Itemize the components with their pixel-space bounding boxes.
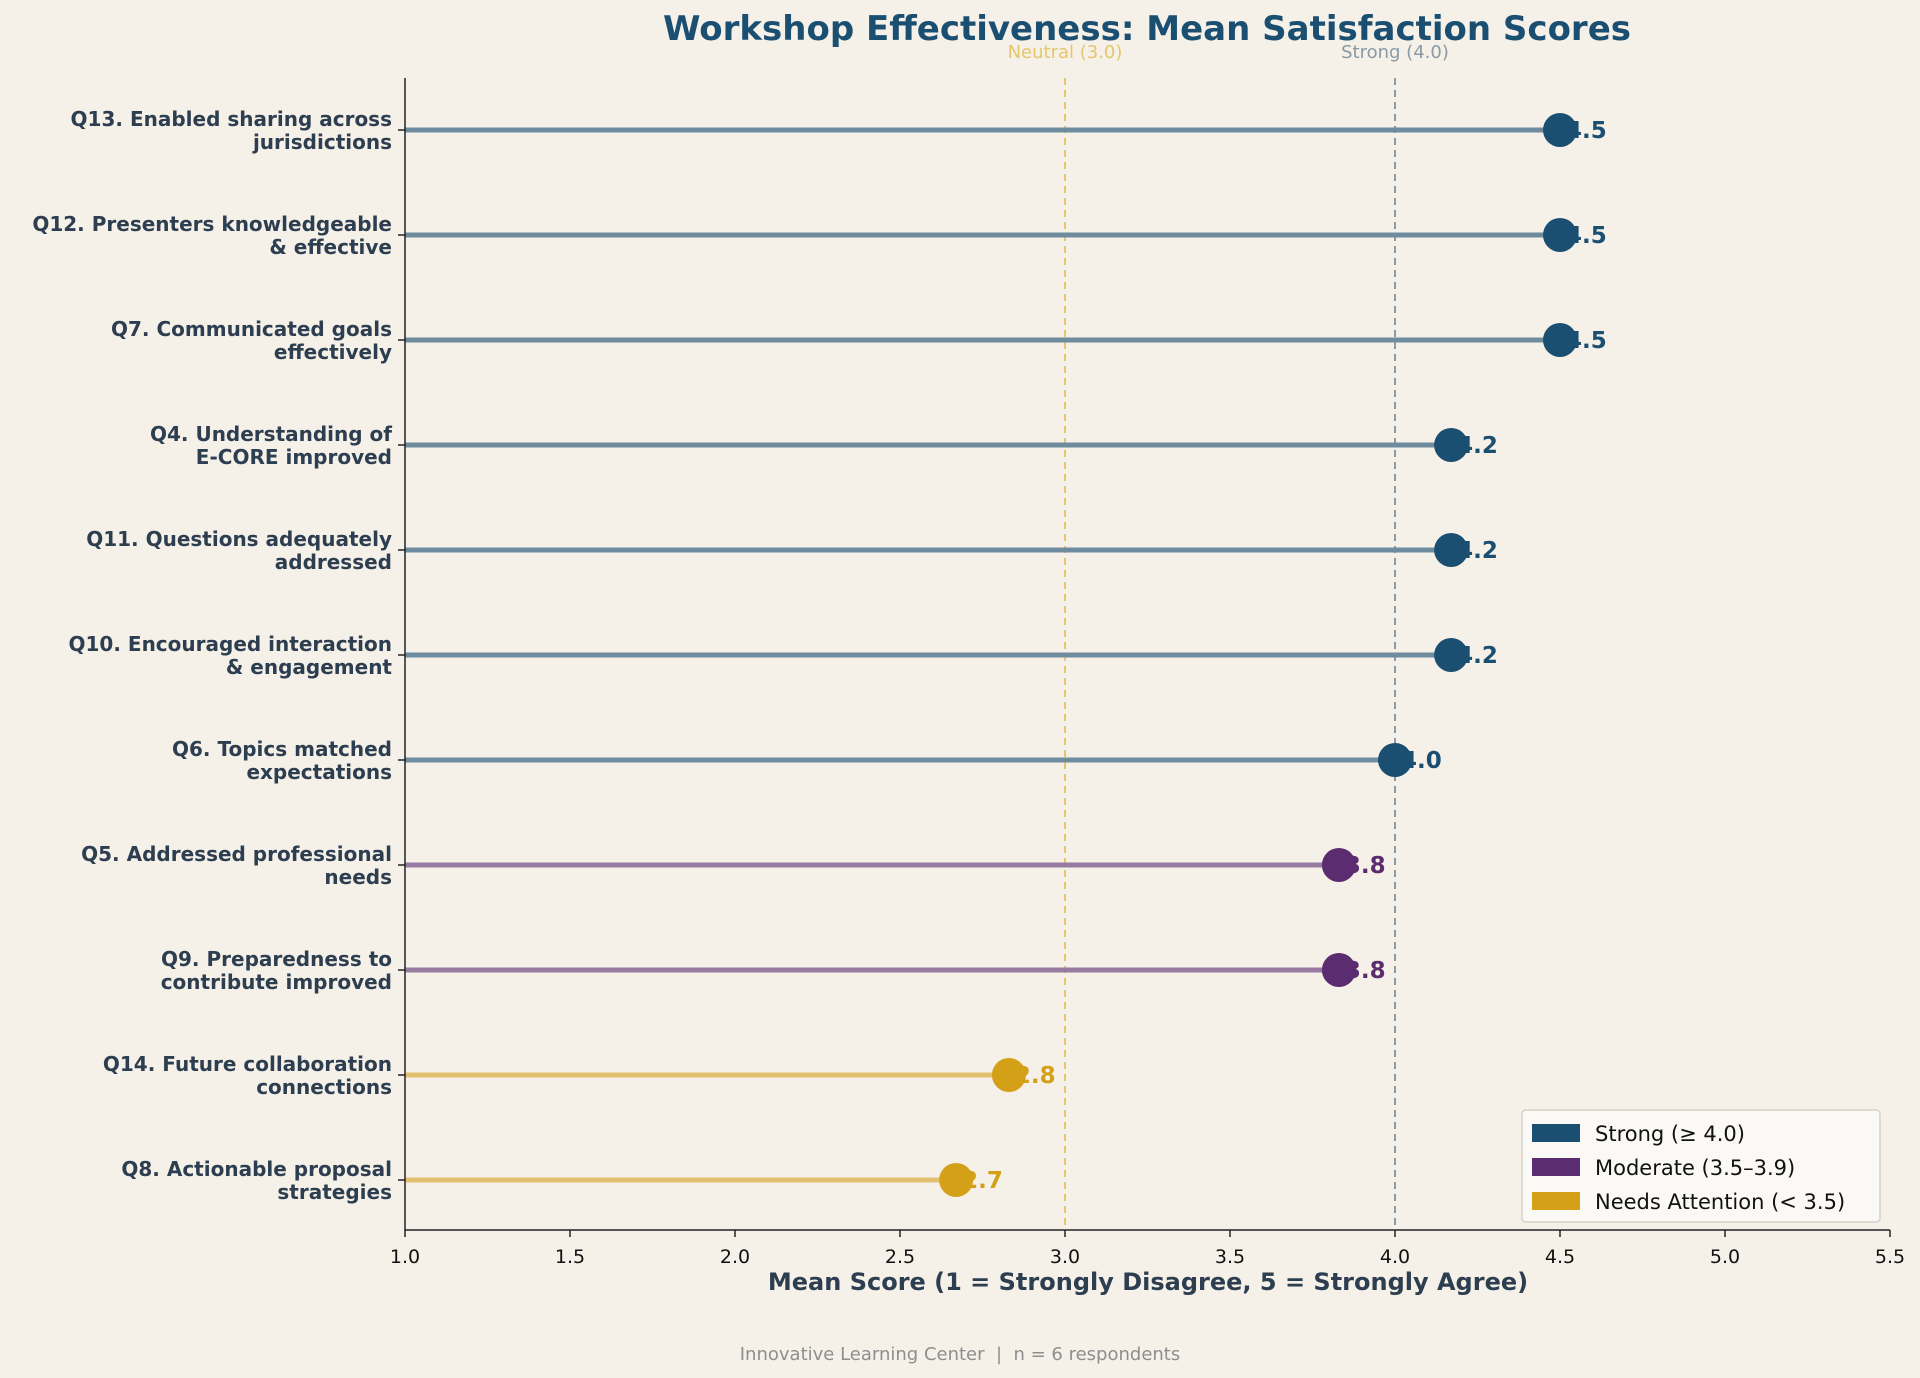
chart-title: Workshop Effectiveness: Mean Satisfactio… xyxy=(663,9,1631,49)
value-label: 4.5 xyxy=(1566,223,1607,249)
value-label: 4.2 xyxy=(1457,538,1498,564)
footer-note: Innovative Learning Center | n = 6 respo… xyxy=(740,1344,1180,1365)
value-label: 4.5 xyxy=(1566,328,1607,354)
category-label: Q10. Encouraged interaction & engagement xyxy=(69,632,393,679)
lollipop-dot xyxy=(1434,428,1469,462)
value-label: 4.0 xyxy=(1401,748,1442,774)
lollipop-dot xyxy=(1434,638,1469,672)
x-axis-ticks: 1.0 1.5 2.0 2.5 3.0 3.5 4.0 4.5 5.0 5.5 xyxy=(390,1230,1905,1268)
lollipop-dot xyxy=(1543,323,1577,357)
category-label: Q5. Addressed professional needs xyxy=(81,842,392,889)
reference-line-label: Strong (4.0) xyxy=(1341,42,1449,63)
x-tick-label: 4.5 xyxy=(1545,1246,1575,1268)
value-label: 3.8 xyxy=(1345,853,1386,879)
lollipop-dot xyxy=(1321,953,1356,987)
legend-label: Moderate (3.5–3.9) xyxy=(1595,1156,1795,1180)
legend-swatch xyxy=(1532,1124,1580,1142)
x-tick-label: 2.0 xyxy=(720,1246,750,1268)
value-label: 4.5 xyxy=(1566,118,1607,144)
category-label: Q11. Questions adequately addressed xyxy=(86,527,392,574)
x-tick-label: 3.5 xyxy=(1215,1246,1245,1268)
lollipop-dot xyxy=(1543,113,1577,147)
lollipop-dot xyxy=(991,1058,1026,1092)
lollipop-dot xyxy=(939,1163,974,1197)
x-tick-label: 5.0 xyxy=(1710,1246,1740,1268)
x-tick-label: 5.5 xyxy=(1875,1246,1905,1268)
value-label: 4.2 xyxy=(1457,643,1498,669)
lollipop-dot xyxy=(1434,533,1469,567)
x-tick-label: 1.0 xyxy=(390,1246,420,1268)
x-tick-label: 3.0 xyxy=(1050,1246,1080,1268)
reference-lines: Neutral (3.0) Strong (4.0) xyxy=(1008,42,1449,1230)
lollipop-stems xyxy=(405,127,1560,1183)
x-axis-label: Mean Score (1 = Strongly Disagree, 5 = S… xyxy=(768,1268,1528,1296)
lollipop-dot xyxy=(1543,218,1577,252)
reference-line-label: Neutral (3.0) xyxy=(1008,42,1123,63)
legend-label: Strong (≥ 4.0) xyxy=(1595,1122,1745,1146)
category-label: Q6. Topics matched expectations xyxy=(172,737,392,784)
value-label: 2.8 xyxy=(1015,1063,1056,1089)
x-tick-label: 1.5 xyxy=(555,1246,585,1268)
category-label: Q4. Understanding of E-CORE improved xyxy=(150,422,392,469)
category-labels: Q13. Enabled sharing across jurisdictions… xyxy=(32,107,392,1204)
value-label: 3.8 xyxy=(1345,958,1386,984)
axes xyxy=(398,78,1890,1231)
value-label: 4.2 xyxy=(1457,433,1498,459)
category-label: Q7. Communicated goals effectively xyxy=(111,317,392,364)
category-label: Q13. Enabled sharing across jurisdictions xyxy=(71,107,392,154)
legend-box xyxy=(1521,1109,1881,1223)
x-tick-label: 2.5 xyxy=(885,1246,915,1268)
category-label: Q12. Presenters knowledgeable & effective xyxy=(32,212,392,259)
legend: Strong (≥ 4.0) Moderate (3.5–3.9) Needs At… xyxy=(1521,1109,1881,1223)
lollipop-dot xyxy=(1378,743,1412,777)
legend-swatch xyxy=(1532,1158,1580,1176)
lollipop-dots xyxy=(939,113,1577,1197)
x-tick-label: 4.0 xyxy=(1380,1246,1410,1268)
category-label: Q8. Actionable proposal strategies xyxy=(121,1157,392,1204)
lollipop-dot xyxy=(1321,848,1356,882)
category-label: Q14. Future collaboration connections xyxy=(103,1052,392,1099)
legend-label: Needs Attention (< 3.5) xyxy=(1595,1190,1845,1214)
value-labels: 4.5 4.5 4.5 4.2 4.2 4.2 4.0 3.8 3.8 2.8 2.7 xyxy=(962,118,1607,1194)
legend-swatch xyxy=(1532,1192,1580,1210)
value-label: 2.7 xyxy=(962,1168,1003,1194)
category-label: Q9. Preparedness to contribute improved xyxy=(161,947,392,994)
